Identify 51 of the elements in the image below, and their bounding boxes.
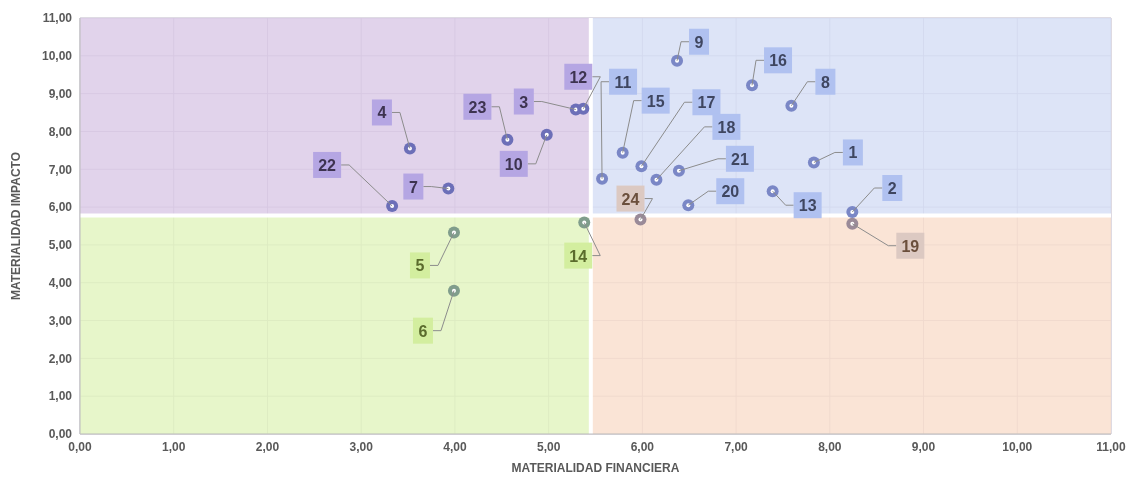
x-tick-label: 11,00 bbox=[1096, 439, 1127, 454]
annotation: 23 bbox=[468, 98, 487, 116]
annotation: 16 bbox=[769, 52, 788, 70]
annotation: 8 bbox=[820, 73, 830, 91]
annotation: 12 bbox=[569, 68, 588, 86]
x-tick-label: 1,00 bbox=[162, 439, 186, 454]
y-tick-label: 4,00 bbox=[48, 275, 73, 290]
y-tick-label: 5,00 bbox=[48, 238, 73, 253]
y-tick-label: 1,00 bbox=[48, 389, 73, 404]
annotation: 24 bbox=[621, 190, 640, 208]
annotation: 15 bbox=[646, 92, 665, 110]
annotation: 10 bbox=[504, 155, 523, 173]
annotation: 22 bbox=[318, 156, 337, 174]
x-axis-title: MATERIALIDAD FINANCIERA bbox=[511, 461, 680, 475]
x-tick-label: 0,00 bbox=[68, 439, 92, 454]
annotation: 5 bbox=[415, 257, 425, 275]
x-tick-label: 6,00 bbox=[630, 439, 655, 454]
annotation: 20 bbox=[721, 183, 740, 201]
x-tick-label: 9,00 bbox=[911, 439, 936, 454]
annotation: 6 bbox=[418, 322, 428, 340]
x-tick-label: 8,00 bbox=[818, 439, 842, 454]
annotation: 18 bbox=[717, 118, 736, 136]
y-tick-label: 6,00 bbox=[48, 200, 73, 215]
annotation: 13 bbox=[798, 197, 817, 215]
y-tick-label: 11,00 bbox=[42, 11, 73, 26]
y-tick-label: 8,00 bbox=[48, 124, 73, 139]
annotation: 7 bbox=[408, 178, 418, 196]
y-tick-label: 7,00 bbox=[48, 162, 73, 177]
x-tick-label: 3,00 bbox=[349, 439, 374, 454]
x-tick-label: 10,00 bbox=[1002, 439, 1033, 454]
annotation: 11 bbox=[614, 73, 632, 91]
annotation: 21 bbox=[731, 150, 749, 168]
annotation: 17 bbox=[697, 94, 716, 112]
y-tick-label: 0,00 bbox=[48, 427, 73, 442]
y-tick-label: 9,00 bbox=[48, 86, 73, 101]
x-tick-label: 2,00 bbox=[255, 439, 280, 454]
annotation: 3 bbox=[519, 93, 529, 111]
annotation: 4 bbox=[377, 104, 387, 122]
annotation: 2 bbox=[887, 180, 897, 198]
y-tick-label: 2,00 bbox=[48, 351, 73, 366]
annotation: 1 bbox=[848, 144, 858, 162]
x-tick-label: 5,00 bbox=[536, 439, 561, 454]
annotation: 14 bbox=[569, 247, 588, 265]
y-tick-label: 10,00 bbox=[41, 49, 73, 64]
annotation: 9 bbox=[694, 33, 704, 51]
y-axis-title: MATERIALIDAD IMPACTO bbox=[9, 152, 24, 300]
annotation: 19 bbox=[901, 237, 920, 255]
point bbox=[386, 199, 399, 212]
x-tick-label: 4,00 bbox=[443, 439, 467, 454]
x-tick-label: 7,00 bbox=[724, 439, 749, 454]
y-tick-label: 3,00 bbox=[48, 313, 73, 328]
